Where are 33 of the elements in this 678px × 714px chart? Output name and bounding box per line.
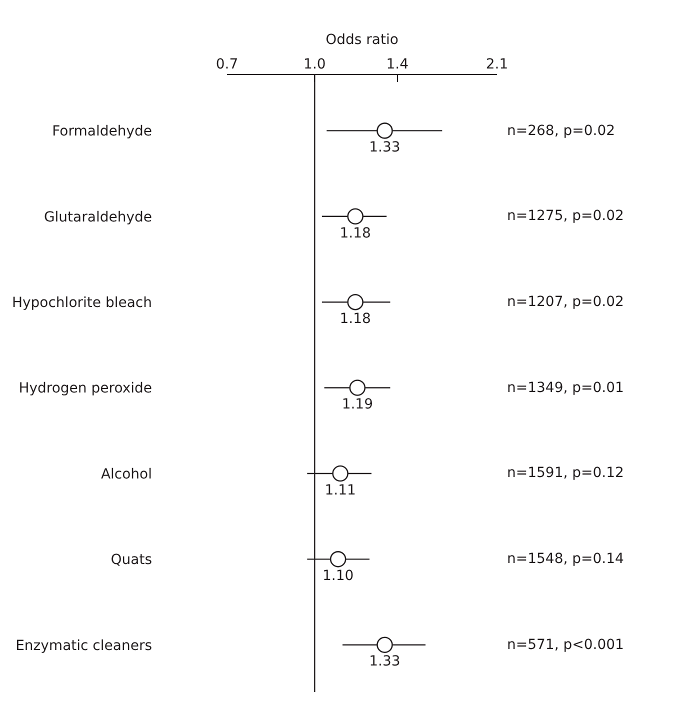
point xyxy=(347,294,364,310)
point xyxy=(330,551,346,568)
x-tick-label: 1.4 xyxy=(386,56,409,72)
point xyxy=(376,636,393,654)
x-tick-label: 1.0 xyxy=(304,56,326,72)
text: n=571, p<0.001 xyxy=(507,637,624,653)
x-axis-title: Odds ratio xyxy=(326,32,398,48)
y-tick-label: Formaldehyde xyxy=(52,124,152,140)
text: n=1349, p=0.01 xyxy=(507,380,624,396)
x-tick-label: 2.1 xyxy=(486,56,508,72)
point xyxy=(349,380,366,396)
y-tick-label: Quats xyxy=(110,552,152,568)
data-label: 1.19 xyxy=(342,396,373,413)
text: n=1591, p=0.12 xyxy=(507,465,624,481)
text: n=268, p=0.02 xyxy=(507,123,616,139)
text: n=1548, p=0.14 xyxy=(507,551,624,567)
point xyxy=(347,208,364,225)
data-label: 1.18 xyxy=(340,225,371,242)
y-tick-label: Alcohol xyxy=(100,466,152,482)
data-label: 1.33 xyxy=(369,140,400,156)
y-tick-label: Hypochlorite bleach xyxy=(12,294,152,311)
data-label: 1.10 xyxy=(322,568,354,584)
point xyxy=(332,465,348,482)
x-tick-label: 0.7 xyxy=(216,56,238,72)
data-label: 1.18 xyxy=(340,310,371,327)
y-tick-label: Hydrogen peroxide xyxy=(18,380,152,397)
text: n=1207, p=0.02 xyxy=(507,294,624,310)
y-tick-label: Enzymatic cleaners xyxy=(16,638,152,654)
data-label: 1.11 xyxy=(324,482,356,498)
data-label: 1.33 xyxy=(369,654,400,670)
y-tick-label: Glutaraldehyde xyxy=(44,209,152,226)
text: n=1275, p=0.02 xyxy=(507,208,624,224)
point xyxy=(376,122,393,139)
